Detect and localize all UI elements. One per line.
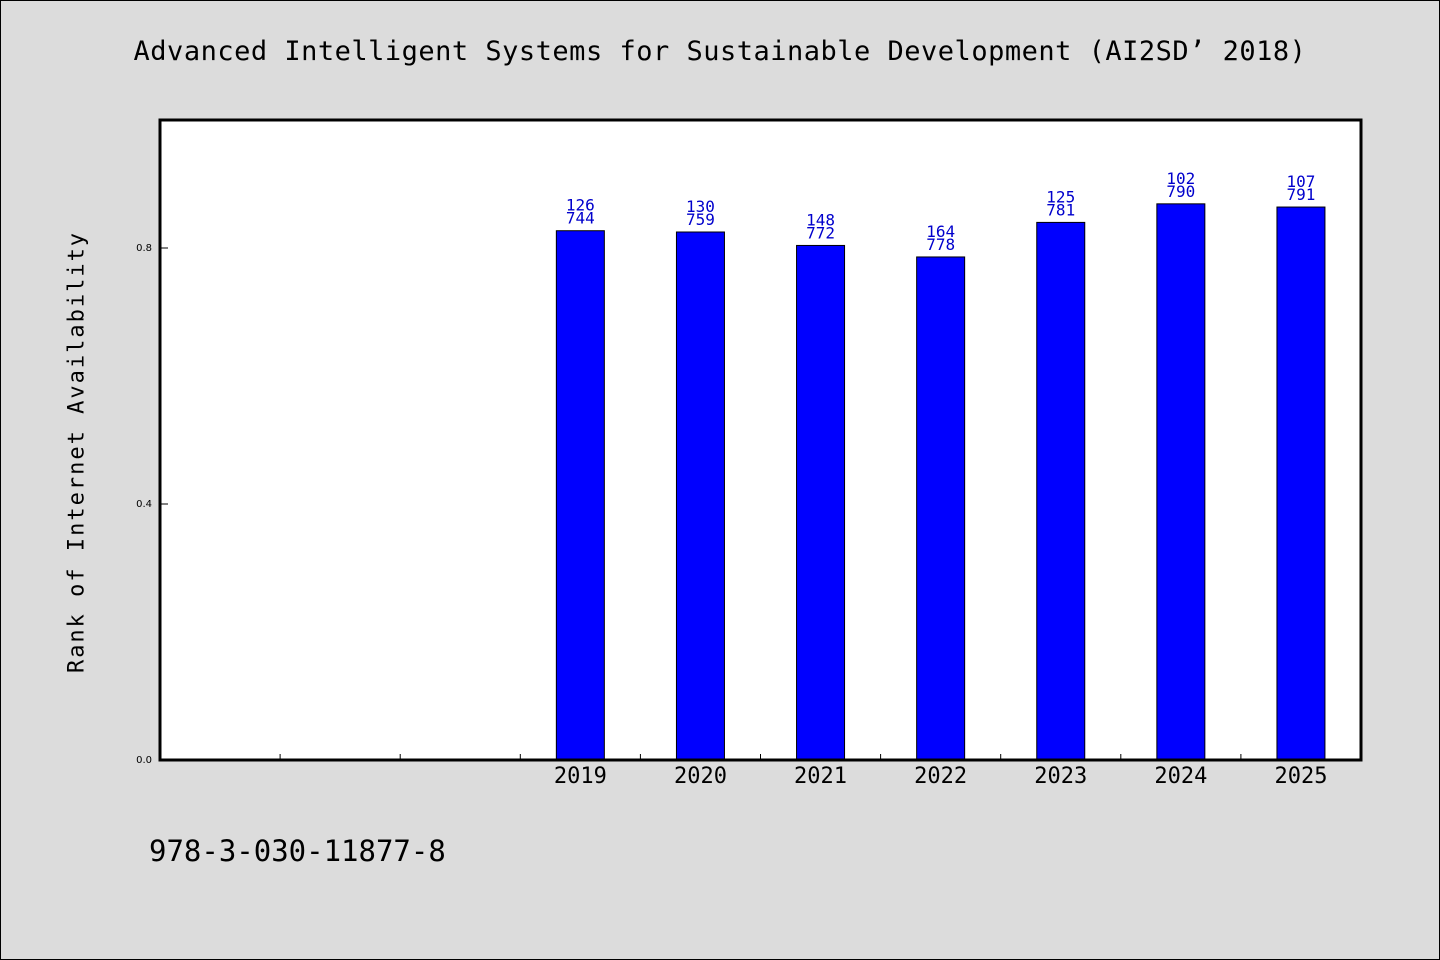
x-tick-label: 2022 bbox=[914, 764, 967, 789]
bar bbox=[1156, 203, 1206, 761]
bar-data-label: 148 bbox=[806, 210, 835, 229]
bar-data-label: 126 bbox=[566, 196, 595, 215]
y-tick-label: 0.8 bbox=[136, 243, 152, 254]
bar bbox=[796, 244, 846, 761]
bar-data-label: 102 bbox=[1166, 169, 1195, 188]
bar-data-label: 125 bbox=[1046, 187, 1075, 206]
plot-border bbox=[158, 118, 1363, 762]
bar bbox=[675, 231, 725, 761]
x-tick-label: 2019 bbox=[554, 764, 607, 789]
bar-data-label: 164 bbox=[926, 222, 955, 241]
x-tick-label: 2024 bbox=[1154, 764, 1207, 789]
isbn-label: 978-3-030-11877-8 bbox=[149, 834, 446, 868]
bar-data-label: 759 bbox=[686, 210, 715, 229]
bar bbox=[1276, 206, 1326, 761]
y-tick-label: 0.4 bbox=[136, 499, 152, 510]
bar-data-label: 781 bbox=[1046, 200, 1075, 219]
bar-data-label: 791 bbox=[1286, 185, 1315, 204]
chart-title: Advanced Intelligent Systems for Sustain… bbox=[133, 36, 1307, 67]
y-tick-label: 0.0 bbox=[136, 755, 152, 766]
bar-data-label: 772 bbox=[806, 223, 835, 242]
x-tick-label: 2021 bbox=[794, 764, 847, 789]
x-tick-label: 2025 bbox=[1274, 764, 1327, 789]
bar bbox=[916, 256, 966, 761]
bar-data-label: 107 bbox=[1286, 172, 1315, 191]
bar bbox=[1036, 221, 1086, 761]
bar-data-label: 790 bbox=[1166, 182, 1195, 201]
bar-data-label: 130 bbox=[686, 197, 715, 216]
bar bbox=[555, 230, 605, 761]
bar-data-label: 778 bbox=[926, 235, 955, 254]
x-tick-label: 2020 bbox=[674, 764, 727, 789]
x-tick-label: 2023 bbox=[1034, 764, 1087, 789]
bar-data-label: 744 bbox=[566, 209, 595, 228]
